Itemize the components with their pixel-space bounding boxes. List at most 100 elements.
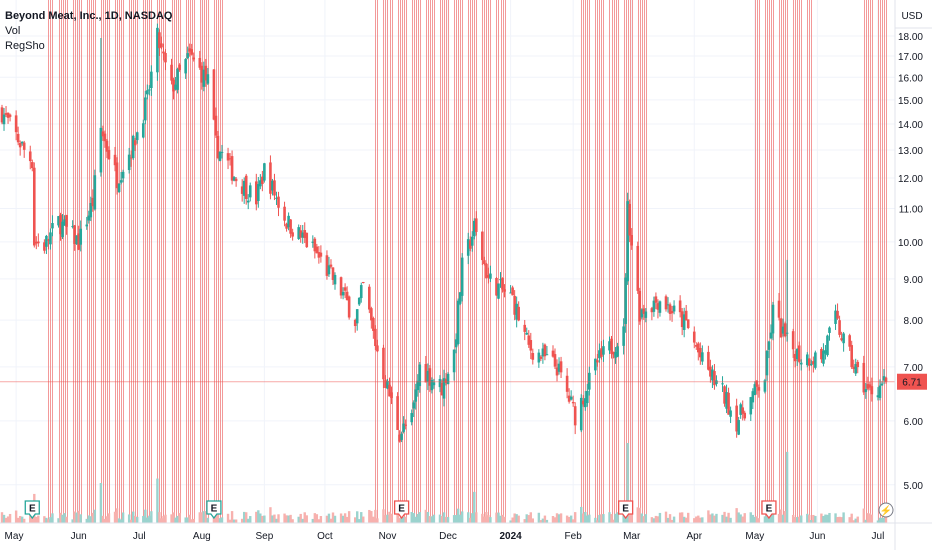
candle-body[interactable] xyxy=(216,135,220,159)
candle-body[interactable] xyxy=(14,115,18,133)
candle-body[interactable] xyxy=(261,176,264,184)
candle-body[interactable] xyxy=(523,324,527,332)
candle-body[interactable] xyxy=(30,162,34,169)
candle-body[interactable] xyxy=(275,197,278,199)
candle-body[interactable] xyxy=(876,395,880,398)
candle-body[interactable] xyxy=(127,154,131,171)
candle-body[interactable] xyxy=(133,140,137,146)
candle-body[interactable] xyxy=(503,289,506,292)
candle-body[interactable] xyxy=(388,384,391,397)
candle-body[interactable] xyxy=(608,341,611,351)
candle-body[interactable] xyxy=(170,64,173,81)
candle-body[interactable] xyxy=(725,392,728,409)
candle-body[interactable] xyxy=(299,230,303,238)
candle-body[interactable] xyxy=(218,151,222,161)
candle-body[interactable] xyxy=(840,338,843,341)
earnings-upcoming-icon[interactable] xyxy=(878,502,894,518)
candle-body[interactable] xyxy=(567,395,571,402)
candle-body[interactable] xyxy=(18,143,22,148)
candle-body[interactable] xyxy=(410,413,414,423)
candle-body[interactable] xyxy=(824,350,827,354)
candle-body[interactable] xyxy=(485,263,488,279)
candle-body[interactable] xyxy=(404,424,407,426)
candle-body[interactable] xyxy=(791,331,795,350)
candle-body[interactable] xyxy=(474,218,478,232)
candle-body[interactable] xyxy=(141,123,145,138)
candle-body[interactable] xyxy=(812,361,815,365)
candle-body[interactable] xyxy=(325,255,329,276)
candle-body[interactable] xyxy=(6,112,10,118)
candle-body[interactable] xyxy=(573,406,577,426)
candle-body[interactable] xyxy=(63,219,66,226)
candle-body[interactable] xyxy=(79,228,83,245)
candle-body[interactable] xyxy=(598,350,601,359)
candle-body[interactable] xyxy=(85,224,89,227)
candle-body[interactable] xyxy=(741,407,745,414)
candle-body[interactable] xyxy=(642,308,646,314)
candle-body[interactable] xyxy=(186,53,189,59)
candle-body[interactable] xyxy=(240,186,244,194)
candle-body[interactable] xyxy=(672,305,676,312)
candle-body[interactable] xyxy=(148,89,151,91)
candle-body[interactable] xyxy=(418,364,422,387)
candle-body[interactable] xyxy=(246,200,250,203)
candle-body[interactable] xyxy=(468,240,472,249)
candle-body[interactable] xyxy=(489,273,492,279)
candle-body[interactable] xyxy=(257,184,260,201)
candle-body[interactable] xyxy=(440,383,444,396)
candle-body[interactable] xyxy=(781,326,785,334)
candle-body[interactable] xyxy=(487,275,490,278)
candle-body[interactable] xyxy=(771,304,775,334)
candle-body[interactable] xyxy=(612,352,615,355)
candle-body[interactable] xyxy=(525,332,529,335)
candle-body[interactable] xyxy=(255,181,258,205)
candle-body[interactable] xyxy=(808,358,811,366)
candle-body[interactable] xyxy=(343,287,347,291)
candle-body[interactable] xyxy=(517,306,520,321)
candle-body[interactable] xyxy=(57,216,60,226)
candle-body[interactable] xyxy=(594,358,597,371)
candle-body[interactable] xyxy=(202,69,206,87)
candle-body[interactable] xyxy=(495,277,498,296)
candle-body[interactable] xyxy=(513,295,516,315)
candle-body[interactable] xyxy=(107,150,111,160)
candle-body[interactable] xyxy=(374,328,377,347)
candle-body[interactable] xyxy=(838,320,841,335)
candle-body[interactable] xyxy=(176,68,179,90)
candle-body[interactable] xyxy=(848,335,851,347)
candle-body[interactable] xyxy=(499,279,502,281)
candle-body[interactable] xyxy=(755,380,759,387)
candle-body[interactable] xyxy=(559,361,563,373)
candle-body[interactable] xyxy=(551,350,555,357)
candle-body[interactable] xyxy=(162,51,165,54)
candle-body[interactable] xyxy=(470,236,474,246)
candle-body[interactable] xyxy=(370,308,373,321)
candle-body[interactable] xyxy=(35,241,38,244)
candle-body[interactable] xyxy=(709,366,712,377)
candle-body[interactable] xyxy=(396,396,399,430)
candle-body[interactable] xyxy=(884,377,888,382)
candle-body[interactable] xyxy=(146,90,149,95)
candle-body[interactable] xyxy=(878,385,882,398)
candle-body[interactable] xyxy=(866,384,870,389)
candle-body[interactable] xyxy=(315,246,319,254)
candle-body[interactable] xyxy=(541,348,545,357)
candle-body[interactable] xyxy=(822,350,825,364)
candle-body[interactable] xyxy=(763,380,767,392)
candle-body[interactable] xyxy=(0,107,4,123)
candle-body[interactable] xyxy=(28,151,32,162)
candle-body[interactable] xyxy=(113,154,117,166)
candle-body[interactable] xyxy=(372,318,375,331)
earnings-icon[interactable] xyxy=(617,500,634,520)
candle-body[interactable] xyxy=(190,49,194,55)
candle-body[interactable] xyxy=(765,350,769,376)
candle-body[interactable] xyxy=(596,360,599,363)
candle-body[interactable] xyxy=(172,79,175,92)
candle-body[interactable] xyxy=(49,232,52,245)
candle-body[interactable] xyxy=(529,340,533,351)
candle-body[interactable] xyxy=(694,345,698,347)
candle-body[interactable] xyxy=(777,300,781,318)
candle-body[interactable] xyxy=(327,265,331,275)
candle-body[interactable] xyxy=(220,151,224,153)
